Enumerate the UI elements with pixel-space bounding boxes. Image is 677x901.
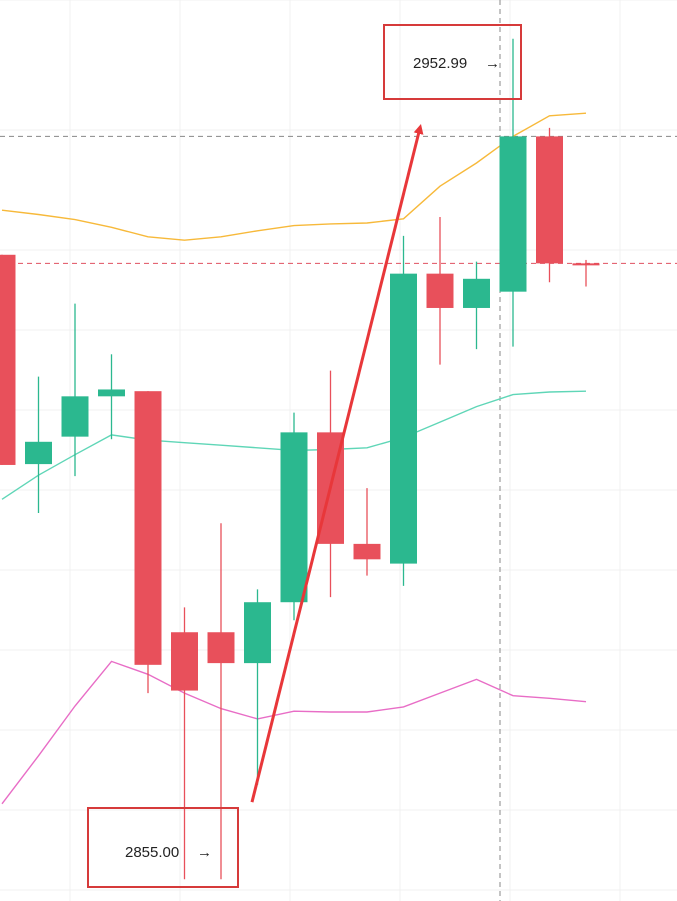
reference-lines	[0, 135, 677, 264]
candle-7	[244, 589, 271, 785]
candle-body	[426, 273, 454, 308]
price-annotation-1: 2855.00 →	[87, 807, 239, 888]
price-annotation-0: 2952.99 →	[383, 24, 522, 100]
candle-14	[499, 38, 527, 347]
annotations: 2952.99 → 2855.00 →	[87, 24, 522, 888]
trend-arrow	[250, 123, 424, 803]
candle-12	[426, 217, 454, 365]
candle-body	[98, 389, 125, 397]
indicator-line-2	[1, 660, 587, 805]
candle-0	[0, 254, 16, 465]
candle-body	[0, 254, 16, 465]
candle-body	[25, 441, 52, 465]
candle-4	[134, 391, 162, 694]
candle-13	[463, 261, 490, 350]
annotation-box	[383, 24, 522, 100]
trend-arrow-line	[250, 123, 424, 803]
candle-5	[171, 607, 198, 880]
candle-body	[244, 602, 271, 664]
candle-body	[280, 432, 308, 603]
candle-body	[61, 396, 89, 437]
candle-3	[98, 354, 125, 440]
candle-body	[134, 391, 162, 665]
candle-6	[207, 523, 235, 880]
annotation-arrow-icon: →	[197, 844, 212, 861]
candle-body	[171, 632, 198, 691]
annotation-value: 2855.00	[125, 844, 179, 861]
candle-2	[61, 303, 89, 477]
annotation-arrow-icon: →	[485, 55, 500, 72]
annotation-value: 2952.99	[413, 55, 467, 72]
candle-10	[353, 488, 381, 576]
candle-body	[499, 136, 527, 292]
indicator-line-0	[1, 112, 587, 241]
candle-1	[25, 376, 52, 513]
candles	[0, 38, 600, 880]
candle-body	[572, 263, 600, 266]
candle-body	[207, 632, 235, 664]
candle-16	[572, 259, 600, 287]
candle-body	[536, 136, 563, 264]
candle-11	[390, 235, 417, 586]
candle-body	[463, 278, 490, 308]
candle-body	[353, 543, 381, 560]
candle-8	[280, 412, 308, 621]
candle-15	[536, 127, 563, 283]
annotation-box	[87, 807, 239, 888]
candle-body	[390, 273, 417, 564]
